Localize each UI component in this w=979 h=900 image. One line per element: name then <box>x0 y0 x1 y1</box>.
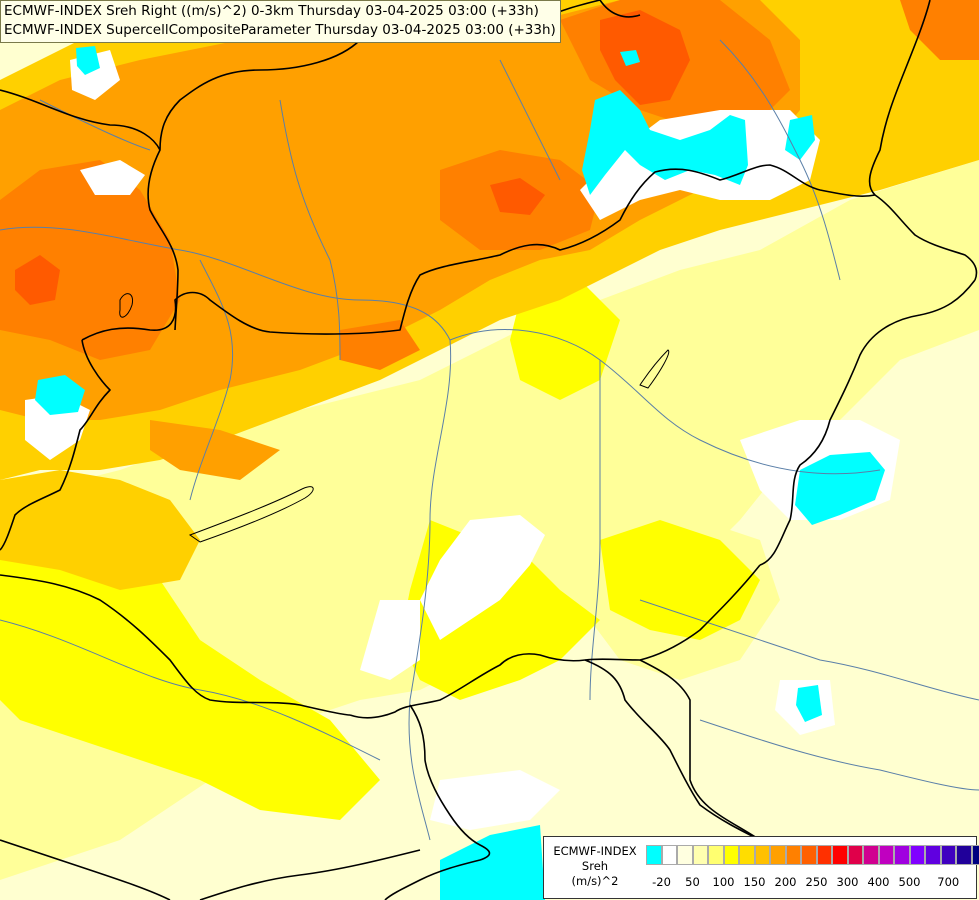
legend-tick-label: 300 <box>836 875 859 889</box>
legend-swatch <box>956 845 972 865</box>
legend-swatch <box>816 845 832 865</box>
legend-swatch <box>847 845 863 865</box>
shading-red-orange <box>15 10 690 305</box>
legend-swatch <box>801 845 817 865</box>
legend-swatch <box>785 845 801 865</box>
legend-swatch <box>708 845 724 865</box>
legend-swatch <box>661 845 677 865</box>
legend-tick-label: 100 <box>712 875 735 889</box>
legend-swatch <box>770 845 786 865</box>
legend-tick-label: 500 <box>898 875 921 889</box>
legend-swatch <box>971 845 979 865</box>
legend-tick-label: -20 <box>652 875 671 889</box>
legend-swatch <box>925 845 941 865</box>
legend-tick-label: 400 <box>867 875 890 889</box>
legend-title-line-2: Sreh <box>581 859 609 873</box>
legend-title-line-3: (m/s)^2 <box>571 874 619 888</box>
legend-swatch <box>863 845 879 865</box>
legend-tick-label: 700 <box>937 875 960 889</box>
legend-swatch <box>723 845 739 865</box>
lakes <box>119 293 670 543</box>
legend-swatch <box>754 845 770 865</box>
legend-tick-label: 200 <box>774 875 797 889</box>
legend-tick-label: 250 <box>805 875 828 889</box>
legend-swatch <box>739 845 755 865</box>
legend-title: ECMWF-INDEX Sreh (m/s)^2 <box>548 844 642 889</box>
legend-swatch <box>677 845 693 865</box>
legend-swatch <box>692 845 708 865</box>
header-line-1: ECMWF-INDEX Sreh Right ((m/s)^2) 0-3km T… <box>4 3 539 19</box>
legend-tick-label: 50 <box>685 875 700 889</box>
legend-swatch <box>894 845 910 865</box>
legend-swatch <box>878 845 894 865</box>
legend-title-line-1: ECMWF-INDEX <box>553 844 637 858</box>
color-legend: ECMWF-INDEX Sreh (m/s)^2 -20 50 100 150 200 2… <box>543 836 979 899</box>
legend-ticks: -20 50 100 150 200 250 300 400 500 700 <box>646 875 976 891</box>
map-header: ECMWF-INDEX Sreh Right ((m/s)^2) 0-3km T… <box>0 0 561 43</box>
legend-swatch <box>646 845 662 865</box>
legend-swatch <box>832 845 848 865</box>
legend-color-scale <box>646 845 979 867</box>
legend-swatch <box>909 845 925 865</box>
shading-cyan <box>35 46 885 900</box>
header-line-2: ECMWF-INDEX SupercellCompositeParameter … <box>4 22 556 38</box>
legend-swatch <box>940 845 956 865</box>
legend-tick-label: 150 <box>743 875 766 889</box>
